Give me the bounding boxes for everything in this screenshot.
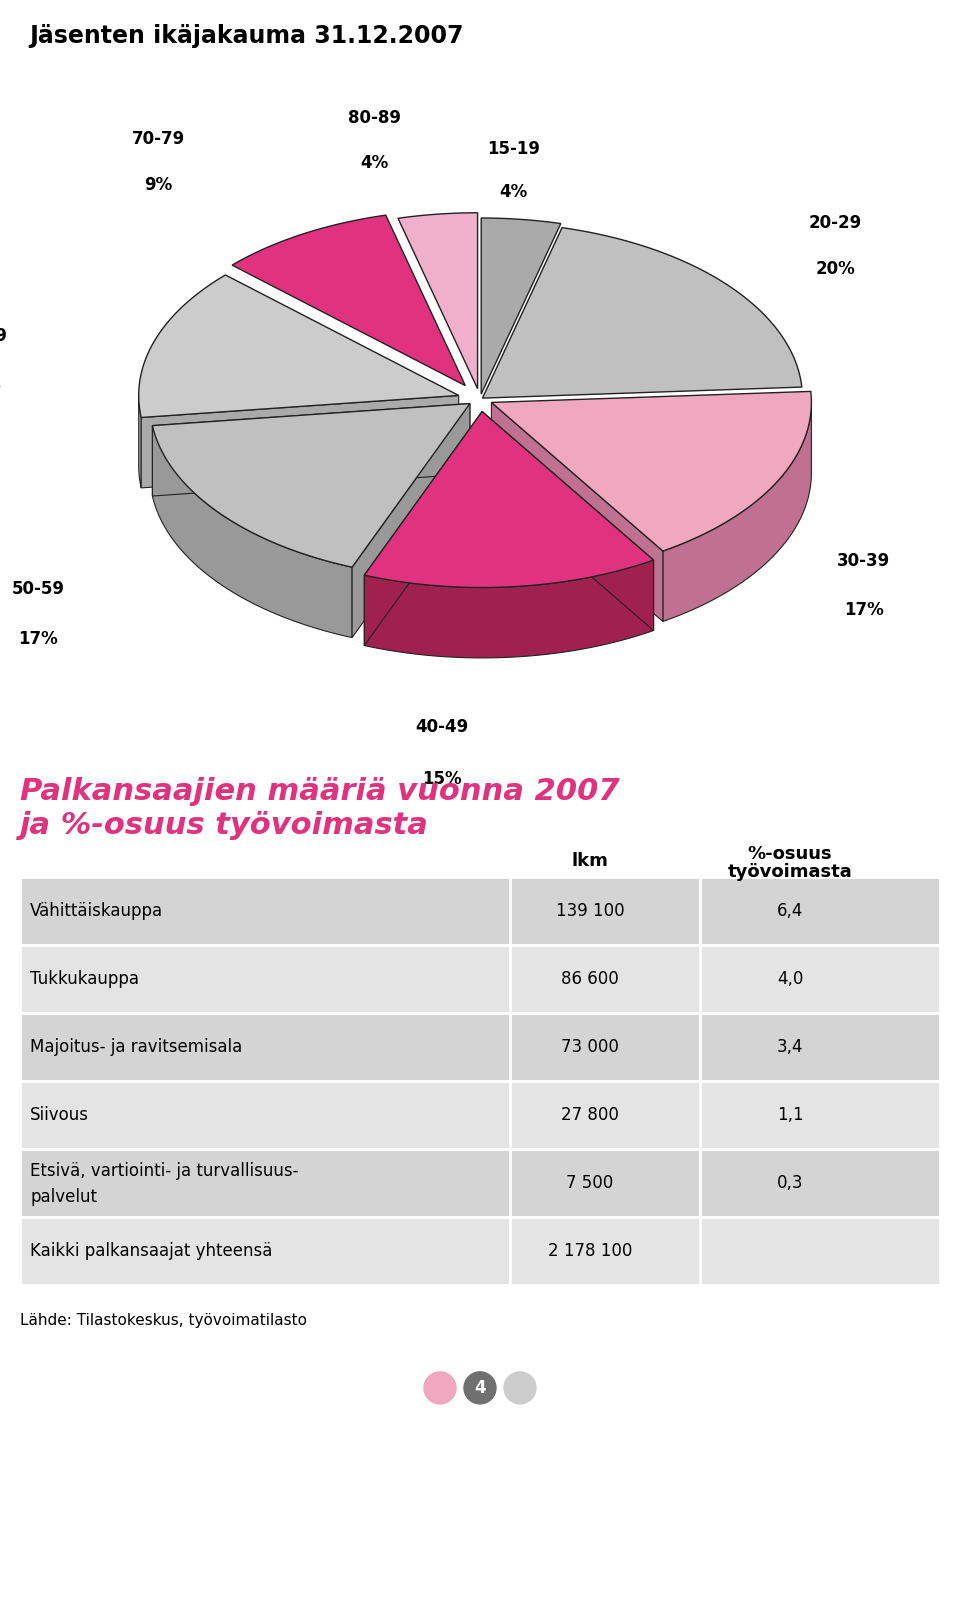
Text: 1,1: 1,1 — [777, 1105, 804, 1124]
Text: 15-19: 15-19 — [487, 141, 540, 158]
Text: 139 100: 139 100 — [556, 902, 624, 920]
FancyBboxPatch shape — [20, 1081, 940, 1148]
Polygon shape — [364, 412, 482, 645]
Text: 86 600: 86 600 — [562, 969, 619, 987]
Text: 20-29: 20-29 — [808, 214, 862, 232]
Text: 6,4: 6,4 — [777, 902, 804, 920]
Text: 30-39: 30-39 — [837, 553, 891, 570]
Polygon shape — [153, 404, 469, 497]
Polygon shape — [483, 228, 802, 398]
Text: ja %-osuus työvoimasta: ja %-osuus työvoimasta — [20, 811, 429, 840]
Polygon shape — [662, 401, 811, 621]
Text: 7 500: 7 500 — [566, 1174, 613, 1191]
Text: Lähde: Tilastokeskus, työvoimatilasto: Lähde: Tilastokeskus, työvoimatilasto — [20, 1313, 307, 1327]
Text: 4: 4 — [474, 1378, 486, 1397]
Text: 17%: 17% — [18, 629, 59, 648]
Text: 15%: 15% — [421, 770, 462, 789]
Circle shape — [424, 1372, 456, 1404]
Polygon shape — [141, 396, 459, 489]
FancyBboxPatch shape — [20, 1148, 940, 1217]
Text: 4%: 4% — [360, 155, 389, 172]
Text: %-osuus: %-osuus — [748, 845, 832, 862]
Text: Majoitus- ja ravitsemisala: Majoitus- ja ravitsemisala — [30, 1038, 242, 1056]
Polygon shape — [138, 275, 459, 417]
Text: 70-79: 70-79 — [132, 129, 185, 149]
Text: Etsivä, vartiointi- ja turvallisuus-: Etsivä, vartiointi- ja turvallisuus- — [30, 1161, 299, 1180]
Polygon shape — [492, 391, 811, 551]
Circle shape — [504, 1372, 536, 1404]
Text: Kaikki palkansaajat yhteensä: Kaikki palkansaajat yhteensä — [30, 1242, 273, 1260]
Text: 27 800: 27 800 — [561, 1105, 619, 1124]
Text: 2 178 100: 2 178 100 — [548, 1242, 633, 1260]
Text: Siivous: Siivous — [30, 1105, 89, 1124]
Polygon shape — [352, 404, 469, 637]
Text: Palkansaajien määriä vuonna 2007: Palkansaajien määriä vuonna 2007 — [20, 776, 619, 805]
Text: Vähittäiskauppa: Vähittäiskauppa — [30, 902, 163, 920]
FancyBboxPatch shape — [20, 1217, 940, 1286]
Text: lkm: lkm — [571, 851, 609, 870]
Polygon shape — [364, 412, 654, 588]
Text: 3,4: 3,4 — [777, 1038, 804, 1056]
FancyBboxPatch shape — [20, 945, 940, 1012]
Text: 4,0: 4,0 — [777, 969, 804, 987]
Polygon shape — [232, 216, 466, 385]
Text: 20%: 20% — [815, 260, 855, 278]
FancyBboxPatch shape — [20, 1012, 940, 1081]
Text: Jäsenten ikäjakauma 31.12.2007: Jäsenten ikäjakauma 31.12.2007 — [29, 24, 464, 48]
Text: 0,3: 0,3 — [777, 1174, 804, 1191]
Polygon shape — [398, 212, 477, 388]
Polygon shape — [482, 412, 654, 631]
Text: 50-59: 50-59 — [12, 580, 65, 599]
Text: palvelut: palvelut — [30, 1188, 97, 1206]
Polygon shape — [138, 394, 141, 489]
Circle shape — [464, 1372, 496, 1404]
Polygon shape — [364, 561, 654, 658]
Text: 9%: 9% — [144, 176, 173, 193]
Text: 73 000: 73 000 — [561, 1038, 619, 1056]
Polygon shape — [481, 219, 561, 394]
Polygon shape — [153, 426, 352, 637]
Text: 4%: 4% — [499, 182, 528, 201]
Text: Tukkukauppa: Tukkukauppa — [30, 969, 139, 987]
Polygon shape — [153, 404, 469, 567]
Text: työvoimasta: työvoimasta — [728, 862, 852, 880]
FancyBboxPatch shape — [20, 877, 940, 945]
Text: 17%: 17% — [844, 602, 884, 620]
Text: 60-69: 60-69 — [0, 327, 8, 345]
Text: 40-49: 40-49 — [415, 717, 468, 736]
Polygon shape — [492, 402, 662, 621]
Text: 80-89: 80-89 — [348, 109, 401, 126]
